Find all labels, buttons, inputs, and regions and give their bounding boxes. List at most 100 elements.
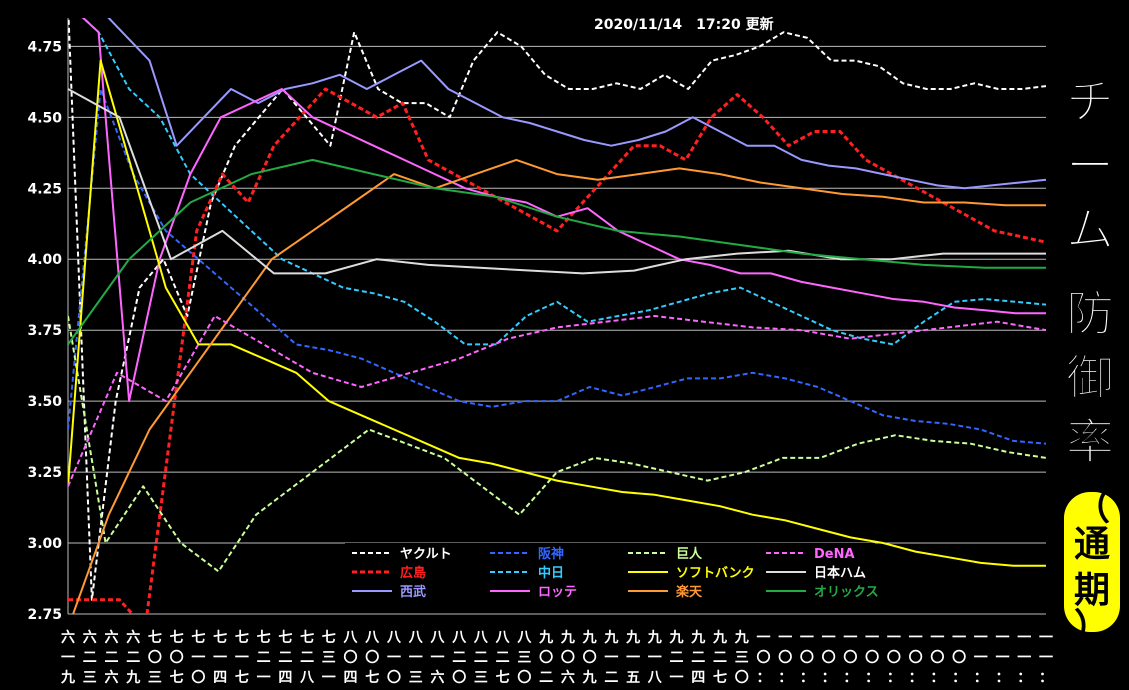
- x-tick-label: 一: [604, 650, 618, 666]
- x-tick-label: 四: [278, 670, 292, 686]
- x-tick-label: 二: [496, 650, 510, 666]
- x-tick-label: 〇: [387, 669, 401, 686]
- x-tick-label: 七: [322, 630, 336, 646]
- x-tick-label: 七: [496, 670, 510, 686]
- series-line: [68, 18, 1046, 601]
- x-tick-label: 九: [669, 630, 684, 646]
- x-tick-label: ：: [778, 670, 792, 686]
- x-tick-label: 八: [647, 670, 663, 686]
- x-tick-label: 〇: [909, 649, 923, 666]
- x-tick-label: 八: [299, 670, 315, 686]
- y-tick-label: 4.50: [27, 110, 62, 126]
- x-tick-label: 三: [409, 670, 423, 686]
- x-tick-label: 〇: [583, 649, 597, 666]
- x-tick-label: 〇: [843, 649, 857, 666]
- x-tick-label: 〇: [191, 669, 205, 686]
- x-tick-label: ：: [909, 670, 923, 686]
- x-tick-label: ：: [952, 670, 966, 686]
- x-tick-label: 九: [538, 630, 553, 646]
- x-tick-label: 一: [996, 630, 1010, 646]
- series-line: [68, 315, 1046, 573]
- x-tick-label: 一: [930, 630, 944, 646]
- legend-label: 巨人: [676, 546, 703, 562]
- x-tick-label: ：: [930, 670, 944, 686]
- x-tick-label: 一: [61, 650, 75, 666]
- x-tick-label: 九: [582, 630, 597, 646]
- x-tick-label: 一: [648, 650, 662, 666]
- x-tick-label: 〇: [365, 649, 379, 666]
- x-tick-label: 二: [257, 650, 271, 666]
- side-sub-char: （: [1073, 487, 1110, 528]
- series-line: [68, 87, 1046, 614]
- legend-label: 阪神: [538, 546, 564, 562]
- x-tick-label: 一: [1017, 650, 1031, 666]
- x-tick-label: 一: [778, 630, 792, 646]
- side-title-char: チ: [1065, 74, 1114, 131]
- x-tick-label: 三: [83, 670, 97, 686]
- x-tick-label: 一: [1017, 630, 1031, 646]
- x-tick-label: 六: [83, 629, 97, 646]
- x-tick-label: 八: [408, 630, 424, 646]
- x-tick-label: 一: [1039, 630, 1053, 646]
- x-tick-label: ：: [974, 670, 988, 686]
- legend-label: ソフトバンク: [676, 566, 755, 581]
- x-tick-label: 〇: [539, 649, 553, 666]
- x-tick-label: 一: [865, 630, 879, 646]
- side-title-char: ー: [1065, 138, 1114, 195]
- x-tick-label: 〇: [952, 649, 966, 666]
- series-line: [72, 158, 1046, 614]
- x-tick-label: 〇: [778, 649, 792, 666]
- y-tick-label: 2.75: [27, 607, 62, 623]
- x-tick-label: 六: [561, 669, 575, 686]
- x-tick-label: 七: [213, 630, 227, 646]
- x-tick-label: 七: [278, 630, 292, 646]
- x-tick-label: 二: [278, 650, 292, 666]
- x-tick-label: 〇: [735, 669, 749, 686]
- x-tick-label: 九: [603, 630, 618, 646]
- y-tick-label: 3.75: [27, 323, 62, 339]
- x-tick-label: 一: [626, 650, 640, 666]
- x-tick-label: 一: [430, 650, 444, 666]
- y-tick-label: 4.75: [27, 39, 62, 55]
- series-line: [68, 59, 1046, 567]
- x-tick-label: ：: [1017, 670, 1031, 686]
- series-line: [68, 88, 1046, 275]
- x-tick-label: 一: [996, 650, 1010, 666]
- x-tick-label: 九: [625, 630, 640, 646]
- legend-label: 広島: [400, 565, 426, 581]
- x-tick-label: 一: [952, 630, 966, 646]
- x-tick-label: 一: [409, 650, 423, 666]
- y-tick-label: 3.50: [27, 394, 62, 410]
- x-tick-label: 一: [213, 650, 227, 666]
- x-tick-label: 二: [300, 650, 314, 666]
- x-tick-label: ：: [865, 670, 879, 686]
- x-tick-label: 二: [604, 670, 618, 686]
- x-tick-label: 〇: [148, 649, 162, 666]
- x-tick-label: 七: [713, 670, 727, 686]
- series-line: [68, 158, 1046, 345]
- x-tick-label: 〇: [517, 669, 531, 686]
- x-tick-label: 三: [517, 650, 531, 666]
- x-tick-label: 一: [843, 630, 857, 646]
- x-tick-label: 〇: [756, 649, 770, 666]
- x-tick-label: 六: [104, 669, 118, 686]
- x-tick-label: 九: [647, 630, 662, 646]
- x-tick-label: 九: [560, 630, 575, 646]
- legend-label: 日本ハム: [814, 565, 866, 581]
- legend-label: DeNA: [814, 547, 855, 562]
- x-tick-label: 三: [474, 670, 488, 686]
- x-tick-label: 九: [60, 670, 75, 686]
- x-tick-label: 一: [800, 630, 814, 646]
- x-tick-label: 四: [344, 670, 358, 686]
- x-tick-label: 七: [257, 630, 271, 646]
- x-tick-label: 一: [235, 650, 249, 666]
- x-tick-label: 二: [713, 650, 727, 666]
- x-tick-label: 八: [429, 630, 445, 646]
- x-tick-label: 一: [887, 630, 901, 646]
- side-title-char: 防: [1065, 286, 1114, 343]
- series-line: [68, 88, 1046, 445]
- x-tick-label: 〇: [930, 649, 944, 666]
- x-tick-label: 三: [322, 650, 336, 666]
- x-tick-label: 一: [670, 670, 684, 686]
